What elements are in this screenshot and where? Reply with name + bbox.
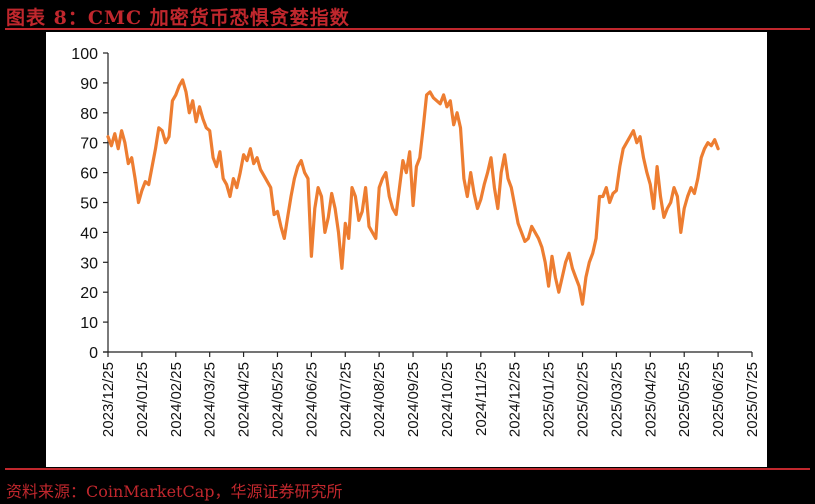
y-tick-label: 10 (80, 315, 98, 332)
x-tick-label: 2024/10/25 (439, 362, 456, 437)
x-tick-label: 2024/12/25 (507, 362, 524, 437)
x-tick-label: 2025/07/25 (744, 362, 761, 437)
x-tick-label: 2025/02/25 (575, 362, 592, 437)
fear-greed-index-line (106, 78, 720, 306)
title-bar: 图表 8：CMC 加密货币恐惧贪婪指数 (0, 0, 815, 29)
y-tick-label: 20 (80, 285, 98, 302)
x-tick-label: 2024/04/25 (236, 362, 253, 437)
x-tick-label: 2023/12/25 (100, 362, 117, 437)
y-axis: 0 10 20 30 40 50 60 70 80 90 100 (71, 46, 109, 362)
x-tick-label: 2024/03/25 (202, 362, 219, 437)
y-tick-label: 40 (80, 225, 98, 242)
x-tick-label: 2024/05/25 (269, 362, 286, 437)
x-tick-label: 2024/11/25 (473, 362, 490, 436)
x-tick-label: 2025/06/25 (710, 362, 727, 437)
y-tick-label: 70 (80, 136, 98, 153)
x-tick-label: 2025/03/25 (608, 362, 625, 437)
y-tick-label: 0 (89, 345, 98, 362)
x-tick-label: 2025/04/25 (642, 362, 659, 437)
y-tick-label: 90 (80, 76, 98, 93)
x-tick-label: 2025/05/25 (676, 362, 693, 437)
title-divider (5, 28, 810, 30)
source-divider (5, 468, 810, 470)
y-tick-label: 30 (80, 255, 98, 272)
y-tick-label: 60 (80, 166, 98, 183)
plot-background (46, 32, 767, 467)
y-tick-label: 100 (71, 46, 98, 63)
source-note: 资料来源：CoinMarketCap，华源证券研究所 (6, 482, 343, 501)
y-tick-label: 50 (80, 196, 98, 213)
x-tick-label: 2024/02/25 (168, 362, 185, 437)
chart-title: 图表 8：CMC 加密货币恐惧贪婪指数 (6, 7, 350, 29)
y-tick-label: 80 (80, 106, 98, 123)
x-tick-label: 2024/08/25 (371, 362, 388, 437)
x-tick-label: 2025/01/25 (541, 362, 558, 437)
x-tick-label: 2024/01/25 (134, 362, 151, 437)
x-axis: 2023/12/25 2024/01/25 2024/02/25 2024/03/25… (100, 351, 761, 437)
x-tick-label: 2024/06/25 (303, 362, 320, 437)
x-tick-label: 2024/07/25 (337, 362, 354, 437)
x-tick-label: 2024/09/25 (405, 362, 422, 437)
